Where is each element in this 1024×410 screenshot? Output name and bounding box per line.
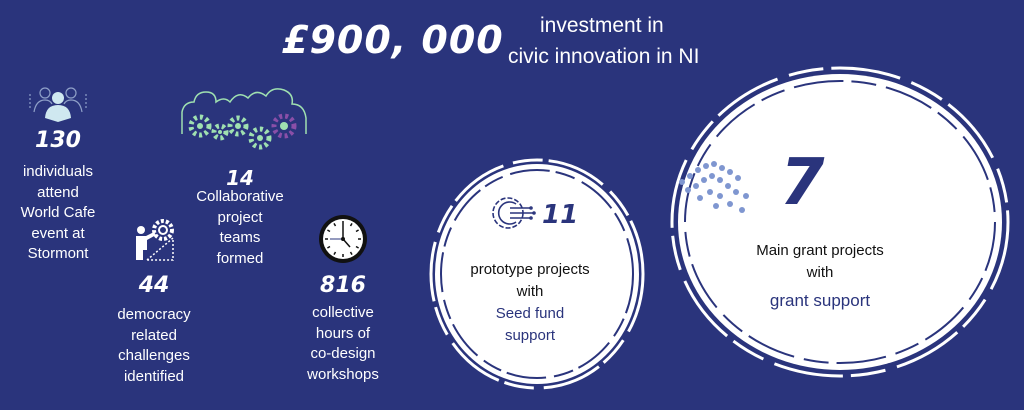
label-line: collective [312, 304, 374, 321]
label-highlight: Seed fund [495, 305, 565, 322]
team-gears-icon [181, 88, 307, 150]
label-line: with [806, 264, 834, 281]
stat-number: 816 [320, 273, 366, 298]
label-line: identified [123, 367, 185, 385]
stat-label: democracy related challenges identified [100, 305, 208, 387]
label-line: formed [216, 249, 264, 267]
seed-label: prototype projects with Seed fund suppor… [460, 259, 600, 347]
main-circle [670, 66, 1010, 378]
label-line: project [217, 208, 263, 226]
headline-line1: investment in [540, 14, 664, 37]
stat-number: 130 [35, 128, 81, 153]
clock-icon [319, 215, 367, 263]
label-line: individuals [22, 163, 94, 180]
stat-number: 14 [226, 166, 254, 190]
label-line: Stormont [27, 245, 89, 262]
stat-label: individuals attend World Cafe event at S… [0, 162, 116, 265]
stat-label: Collaborative project teams formed [180, 187, 300, 269]
gear-circuit-icon [492, 197, 536, 229]
crowd-icon [679, 161, 749, 213]
label-highlight: grant support [769, 291, 871, 310]
label-highlight: support [504, 327, 556, 344]
label-line: teams [219, 229, 261, 246]
label-line: workshops [307, 365, 379, 383]
label-line: related [131, 326, 177, 344]
seed-number: 11 [542, 200, 579, 230]
stat-label: collective hours of co-design workshops [290, 303, 396, 385]
headline-amount: £900, 000 [282, 18, 504, 62]
main-number: 7 [780, 146, 825, 220]
label-line: co-design [310, 345, 376, 362]
stat-number: 44 [138, 273, 170, 298]
label-line: challenges [118, 347, 190, 364]
label-line: prototype projects [470, 261, 590, 278]
label-line: event at [31, 224, 85, 242]
people-icon [29, 87, 87, 122]
headline-line2: civic innovation in NI [508, 45, 700, 68]
label-line: hours of [315, 324, 371, 342]
climber-gear-icon [136, 219, 174, 261]
label-line: World Cafe [20, 204, 96, 221]
main-label: Main grant projects with grant support [730, 240, 910, 312]
label-line: Main grant projects [756, 242, 884, 259]
label-line: democracy [117, 306, 191, 323]
label-line: attend [37, 183, 79, 201]
label-line: Collaborative [196, 188, 284, 205]
label-line: with [516, 283, 544, 300]
seed-circle [429, 158, 645, 390]
